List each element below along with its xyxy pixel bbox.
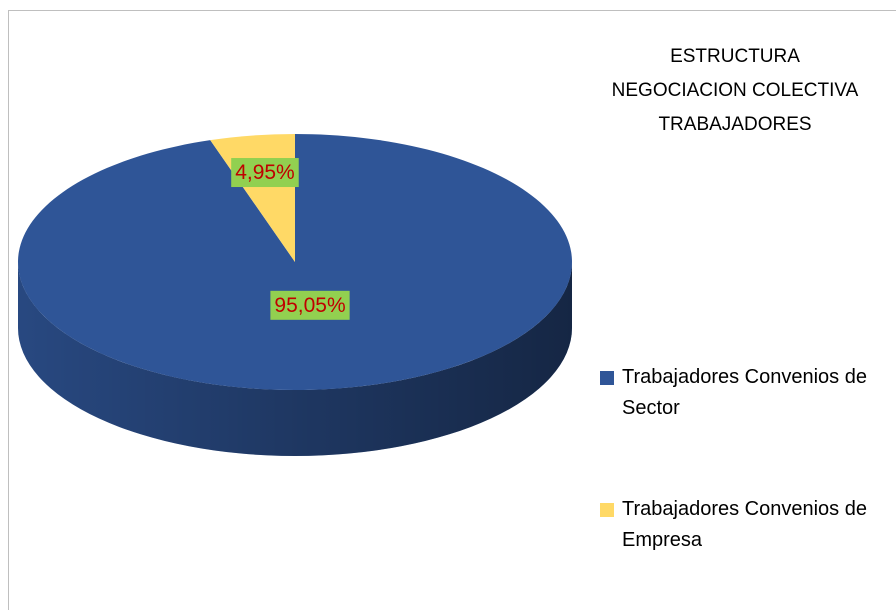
data-label: 4,95% bbox=[235, 161, 295, 184]
legend-label: Trabajadores Convenios de Empresa bbox=[622, 498, 867, 551]
legend-item: Trabajadores Convenios de Empresa bbox=[600, 494, 882, 556]
legend-swatch bbox=[600, 371, 614, 385]
data-label-group: 95,05% bbox=[270, 290, 350, 320]
legend-label: Trabajadores Convenios de Sector bbox=[622, 366, 867, 419]
data-label-group: 4,95% bbox=[231, 158, 299, 188]
data-label-bg bbox=[231, 158, 299, 188]
data-label: 95,05% bbox=[274, 294, 345, 317]
chart-frame bbox=[8, 10, 896, 610]
legend-swatch bbox=[600, 503, 614, 517]
pie-side-shade bbox=[18, 262, 572, 456]
legend-item: Trabajadores Convenios de Sector bbox=[600, 362, 882, 424]
chart-title: ESTRUCTURA NEGOCIACION COLECTIVA TRABAJA… bbox=[611, 46, 859, 135]
pie-slice bbox=[17, 134, 572, 390]
data-label-bg bbox=[270, 290, 350, 320]
